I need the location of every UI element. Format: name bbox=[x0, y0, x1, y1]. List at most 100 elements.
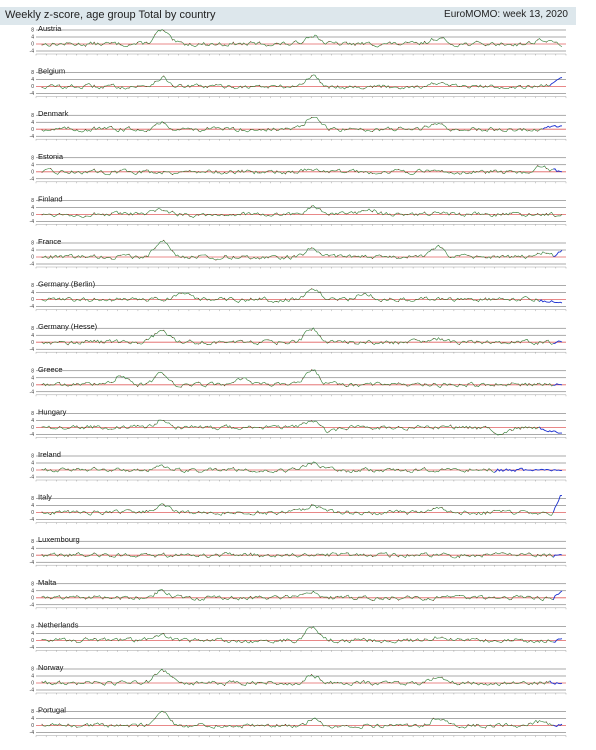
data-point bbox=[206, 556, 208, 558]
y-tick-label: 8 bbox=[31, 326, 34, 332]
data-point bbox=[319, 554, 321, 556]
data-point bbox=[163, 170, 165, 172]
data-point bbox=[102, 43, 104, 45]
data-point bbox=[319, 39, 321, 41]
data-point bbox=[319, 121, 321, 123]
data-point bbox=[302, 378, 304, 379]
country-label: Norway bbox=[38, 663, 64, 672]
data-point bbox=[441, 553, 443, 555]
data-point bbox=[476, 171, 478, 172]
data-point bbox=[450, 85, 452, 86]
data-point bbox=[172, 250, 173, 252]
data-point bbox=[380, 383, 382, 385]
y-tick-label: 4 bbox=[31, 461, 34, 467]
data-point bbox=[502, 510, 504, 511]
data-point bbox=[276, 86, 278, 87]
y-tick-label: 0 bbox=[31, 212, 34, 218]
data-point bbox=[189, 294, 191, 295]
data-point bbox=[172, 425, 173, 427]
data-point bbox=[85, 299, 86, 301]
country-label: Malta bbox=[38, 578, 57, 587]
data-point bbox=[258, 427, 260, 428]
data-point bbox=[450, 723, 452, 724]
data-point bbox=[172, 639, 173, 641]
data-point bbox=[485, 598, 486, 600]
data-point bbox=[180, 342, 182, 343]
series-line bbox=[41, 74, 550, 90]
data-point bbox=[545, 340, 547, 342]
data-point bbox=[206, 44, 208, 46]
data-point bbox=[476, 213, 478, 215]
data-point bbox=[502, 255, 504, 256]
data-point bbox=[311, 169, 312, 171]
data-point bbox=[372, 428, 373, 430]
data-point bbox=[328, 299, 330, 300]
y-tick-label: 0 bbox=[31, 169, 34, 175]
data-point bbox=[163, 590, 165, 592]
data-point bbox=[154, 423, 156, 425]
data-point bbox=[372, 44, 373, 46]
data-point bbox=[389, 641, 391, 642]
data-point bbox=[363, 724, 365, 726]
data-point bbox=[406, 429, 408, 431]
data-point bbox=[293, 426, 295, 428]
data-point bbox=[102, 514, 104, 515]
data-point bbox=[519, 595, 521, 597]
data-point bbox=[206, 384, 208, 386]
data-point bbox=[163, 329, 165, 331]
data-point bbox=[458, 299, 460, 300]
data-point bbox=[128, 682, 130, 684]
data-point bbox=[441, 676, 443, 678]
data-point bbox=[345, 682, 347, 684]
data-point bbox=[180, 681, 182, 683]
data-point bbox=[67, 126, 69, 128]
data-point bbox=[198, 255, 199, 257]
data-point bbox=[189, 512, 191, 514]
data-point bbox=[241, 298, 243, 300]
data-point bbox=[537, 383, 539, 384]
data-point bbox=[224, 513, 226, 515]
data-point bbox=[380, 173, 382, 174]
data-point bbox=[485, 257, 486, 259]
data-point bbox=[380, 341, 382, 343]
data-point bbox=[58, 638, 60, 640]
y-tick-label: 0 bbox=[31, 297, 34, 303]
data-point bbox=[363, 512, 365, 514]
data-point bbox=[528, 684, 530, 686]
data-point bbox=[285, 471, 286, 473]
data-point bbox=[293, 299, 295, 301]
data-point bbox=[441, 468, 443, 470]
data-point bbox=[137, 726, 139, 727]
data-point bbox=[145, 597, 147, 599]
data-point bbox=[528, 722, 530, 724]
data-point bbox=[215, 170, 217, 172]
data-point bbox=[189, 215, 191, 217]
data-point bbox=[250, 552, 252, 554]
data-point bbox=[380, 301, 382, 303]
series-line bbox=[41, 288, 540, 303]
y-tick-label: 4 bbox=[31, 375, 34, 381]
data-point bbox=[485, 172, 486, 174]
country-panel: Malta 840-4 bbox=[30, 578, 567, 610]
data-point bbox=[354, 171, 356, 173]
data-point bbox=[511, 87, 512, 88]
y-tick-label: 8 bbox=[31, 70, 34, 76]
data-point bbox=[511, 554, 512, 556]
data-point bbox=[206, 513, 208, 515]
data-point bbox=[345, 471, 347, 473]
data-point bbox=[128, 342, 130, 344]
data-point bbox=[67, 723, 69, 725]
data-point bbox=[432, 39, 434, 41]
data-point bbox=[76, 299, 78, 300]
data-point bbox=[485, 297, 486, 299]
data-point bbox=[50, 384, 52, 386]
data-point bbox=[476, 683, 478, 685]
data-point bbox=[224, 87, 226, 89]
data-point bbox=[319, 335, 321, 337]
data-point bbox=[372, 131, 373, 132]
data-point bbox=[467, 427, 469, 429]
data-point bbox=[537, 554, 539, 555]
data-point bbox=[163, 633, 165, 634]
data-point bbox=[119, 88, 121, 90]
data-point bbox=[215, 342, 217, 344]
